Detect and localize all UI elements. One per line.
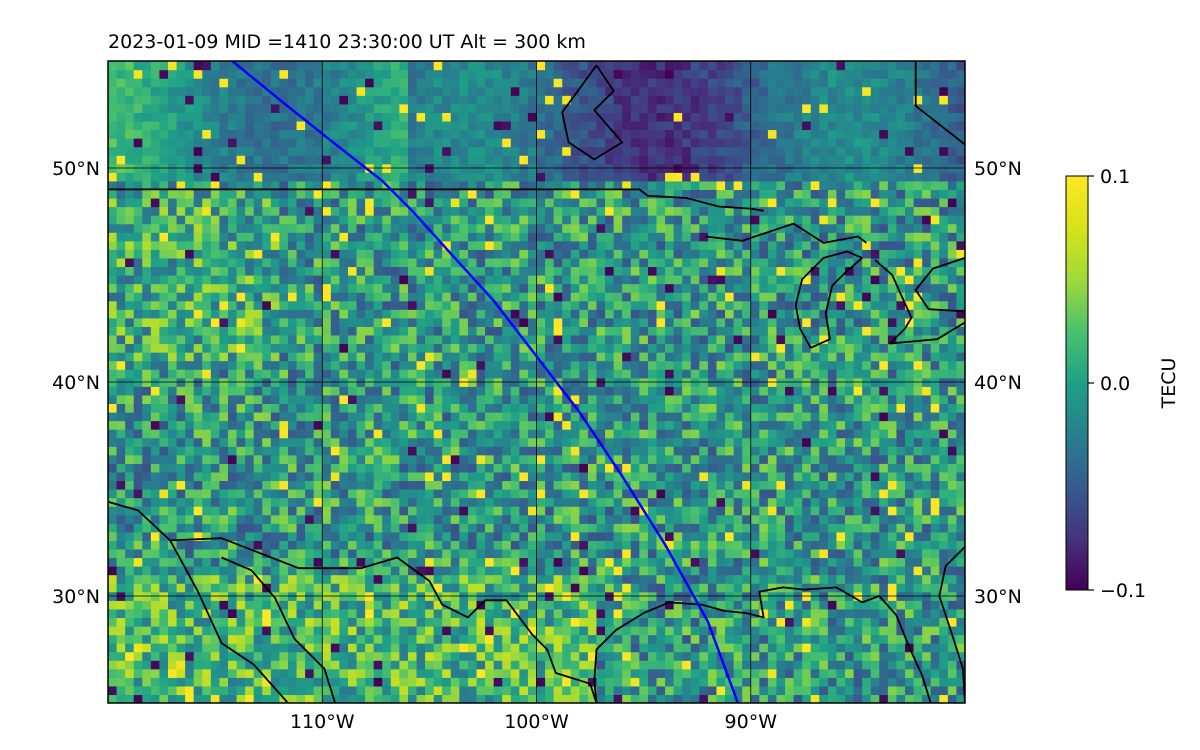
border-line	[874, 257, 965, 345]
lon-label: 100°W	[504, 711, 569, 733]
figure-title: 2023-01-09 MID =1410 23:30:00 UT Alt = 3…	[108, 31, 586, 53]
lon-label: 90°W	[725, 711, 778, 733]
border-line	[221, 556, 336, 703]
border-line	[794, 250, 863, 349]
colorbar-bar	[1065, 175, 1089, 591]
satellite-track	[231, 61, 740, 703]
border-line	[561, 64, 624, 161]
colorbar-tick-label: −0.1	[1100, 580, 1146, 602]
lat-labels-right: 30°N 40°N 50°N	[974, 158, 1022, 608]
lat-label-right: 30°N	[974, 586, 1022, 608]
map-panel	[108, 61, 965, 703]
colorbar-label: TECU	[1158, 358, 1180, 410]
border-line	[705, 222, 867, 244]
lat-label-right: 50°N	[974, 158, 1022, 180]
lat-labels-left: 30°N 40°N 50°N	[52, 158, 100, 608]
lat-label-left: 40°N	[52, 372, 100, 394]
colorbar-tick-label: 0.1	[1100, 166, 1130, 188]
map-frame	[107, 60, 966, 704]
border-line	[593, 586, 932, 703]
lon-label: 110°W	[290, 711, 355, 733]
colorbar: 0.1 0.0 −0.1 TECU	[1065, 166, 1180, 602]
colorbar-tick-label: 0.0	[1100, 373, 1130, 395]
tec-raster	[108, 61, 965, 703]
lat-label-right: 40°N	[974, 372, 1022, 394]
map-gridlines	[108, 61, 965, 703]
coastlines-borders	[108, 61, 965, 703]
border-line	[169, 539, 289, 703]
lon-labels: 110°W 100°W 90°W	[290, 711, 777, 733]
border-line	[938, 546, 965, 703]
border-line	[108, 500, 598, 703]
lat-label-left: 50°N	[52, 158, 100, 180]
colorbar-ticks: 0.1 0.0 −0.1	[1088, 166, 1146, 602]
border-line	[108, 188, 764, 212]
lat-label-left: 30°N	[52, 586, 100, 608]
border-line	[914, 61, 965, 146]
